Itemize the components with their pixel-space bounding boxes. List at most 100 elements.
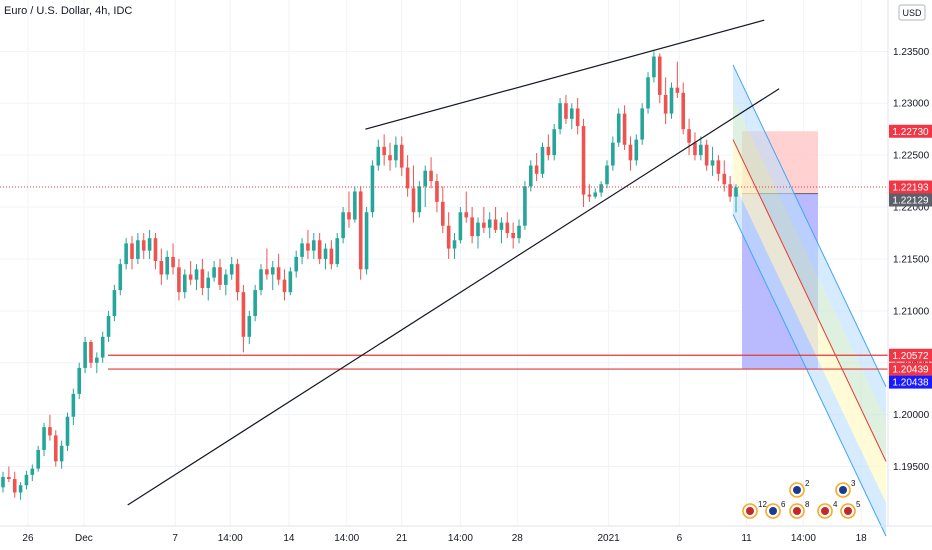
candle-body (663, 94, 668, 114)
candle (259, 264, 263, 296)
candle-body (77, 367, 82, 394)
event-badge[interactable]: 2 (789, 479, 810, 498)
event-badge[interactable]: 8 (789, 500, 810, 519)
candle-body (581, 126, 586, 195)
candle (300, 238, 304, 265)
event-badges[interactable]: 12 6 8 2 4 3 5 (742, 479, 861, 519)
event-flag-icon-center (769, 507, 777, 515)
candle-body (177, 267, 181, 293)
candle (394, 136, 398, 168)
candle (353, 186, 357, 223)
candle-body (722, 173, 727, 185)
candle-body (441, 201, 445, 226)
candle-body (657, 56, 662, 95)
candle-body (147, 238, 152, 251)
candle (329, 240, 334, 270)
currency-button[interactable]: USD (898, 4, 926, 21)
event-badge-count: 2 (805, 479, 810, 488)
candle-body (42, 427, 46, 450)
candle-body (446, 225, 451, 249)
candle (347, 191, 351, 228)
candle-body (652, 56, 656, 78)
candle (634, 134, 639, 166)
event-flag-icon-center (839, 486, 847, 494)
event-badge[interactable]: 12 (742, 500, 767, 519)
price-tick-label: 1.21000 (893, 306, 930, 317)
candle-body (212, 267, 216, 278)
candle (593, 188, 598, 199)
candle (265, 248, 269, 280)
candle (411, 165, 416, 223)
candle-body (265, 269, 269, 275)
candle-body (628, 144, 633, 161)
event-badge-count: 5 (856, 500, 861, 509)
candle (317, 232, 322, 265)
price-tag-label: 1.20439 (892, 365, 929, 376)
candle-body (159, 261, 164, 275)
candle-body (417, 186, 422, 213)
candle-body (675, 87, 680, 93)
time-tick-label: Dec (75, 533, 93, 544)
event-badge[interactable]: 6 (765, 500, 786, 519)
candle (65, 412, 70, 451)
candle-body (171, 256, 175, 268)
candle (405, 155, 410, 197)
candle-body (270, 267, 275, 275)
candle (728, 175, 732, 202)
candle (177, 258, 181, 301)
candle-body (130, 243, 134, 259)
candle-body (95, 357, 99, 363)
channel-edge (732, 214, 887, 537)
price-tag-bg (889, 348, 932, 362)
candle (165, 250, 169, 280)
event-flag-icon-center (821, 507, 829, 515)
event-badge[interactable]: 5 (840, 500, 861, 519)
candle (282, 269, 287, 301)
candle-body (558, 103, 562, 130)
candle-body (1, 476, 5, 488)
candle (399, 136, 404, 176)
candle-body (734, 187, 738, 197)
event-badge[interactable]: 4 (817, 500, 838, 519)
candle (704, 139, 709, 171)
candle (153, 232, 158, 270)
candle (652, 51, 656, 83)
candle-body (687, 129, 691, 143)
currency-label: USD (902, 8, 922, 18)
price-axis-panel[interactable] (888, 0, 932, 526)
candle (470, 207, 474, 244)
candle (218, 258, 222, 291)
event-badge-count: 8 (805, 500, 810, 509)
candle (564, 94, 568, 124)
horizontal-levels[interactable] (0, 186, 888, 370)
candle (229, 256, 234, 280)
candle (89, 339, 93, 368)
event-badge[interactable]: 3 (835, 479, 856, 498)
candle (112, 284, 117, 322)
candle (581, 118, 586, 208)
candle (1, 471, 5, 493)
candle (253, 284, 257, 322)
candle (464, 191, 469, 223)
event-flag-icon-center (793, 507, 801, 515)
event-badge-count: 12 (758, 500, 767, 509)
candle-body (329, 248, 334, 265)
event-badge-count: 6 (781, 500, 786, 509)
candle-body (106, 316, 111, 337)
candle (288, 267, 293, 296)
candle (311, 232, 316, 259)
trendline-upper[interactable] (365, 19, 765, 130)
candle (136, 232, 140, 265)
price-tag-bg (889, 375, 932, 389)
trendline-lower[interactable] (127, 88, 780, 506)
candle-body (224, 274, 228, 285)
chart-title: Euro / U.S. Dollar, 4h, IDC (4, 5, 132, 17)
candle-body (241, 292, 246, 337)
candle (511, 222, 515, 249)
candle-body (476, 222, 480, 237)
regression-channel[interactable] (732, 64, 887, 537)
trendlines[interactable] (127, 19, 780, 506)
candle (417, 181, 422, 218)
candle (616, 108, 621, 147)
